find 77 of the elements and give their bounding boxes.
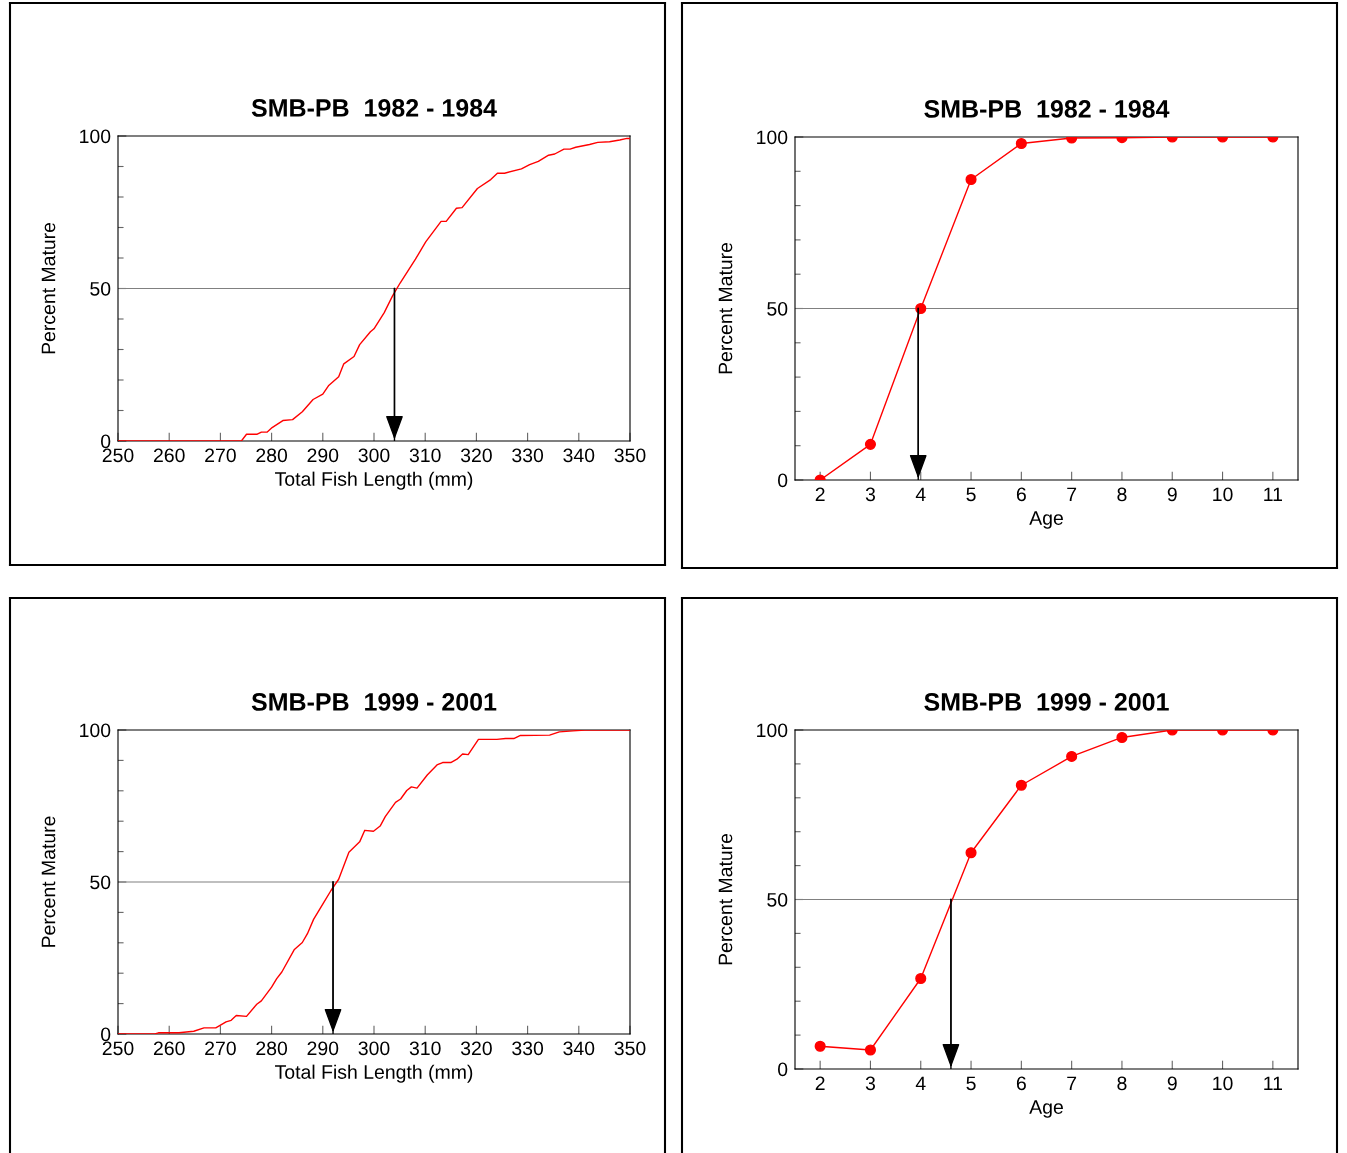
x-tick-label: 310 [409, 448, 441, 463]
y-tick-label: 0 [101, 1027, 111, 1042]
x-tick-label: 290 [307, 448, 339, 463]
x-tick-label: 6 [1016, 487, 1026, 502]
x-tick-label: 9 [1167, 1076, 1177, 1091]
x-tick-label: 250 [102, 448, 134, 463]
chart-title: SMB-PB 1999 - 2001 [924, 693, 1169, 711]
x-tick-label: 2 [815, 487, 825, 502]
point [965, 847, 977, 859]
y-tick-label: 0 [778, 473, 788, 488]
x-tick-label: 5 [966, 487, 976, 502]
chart-title: SMB-PB 1982 - 1984 [251, 99, 497, 117]
x-tick-label: 260 [153, 448, 185, 463]
y-tick-label: 50 [90, 281, 111, 296]
x-tick-label: 340 [563, 1041, 595, 1056]
y-tick-label: 50 [767, 301, 788, 316]
x-tick-label: 310 [409, 1041, 441, 1056]
point [915, 972, 927, 985]
x-tick-label: 8 [1117, 487, 1127, 502]
x-tick-label: 320 [460, 448, 492, 463]
point [1116, 731, 1128, 744]
y-tick-label: 100 [757, 130, 788, 145]
x-tick-label: 10 [1213, 1076, 1233, 1091]
line-series [118, 730, 630, 1034]
x-tick-label: 11 [1264, 1076, 1282, 1091]
x-tick-label: 4 [915, 487, 926, 502]
x-axis-title: Age [1029, 1100, 1063, 1118]
x-tick-label: 260 [153, 1041, 185, 1056]
y-tick-label: 100 [80, 129, 111, 144]
x-tick-label: 280 [256, 448, 288, 463]
x-axis-title: Age [1029, 511, 1063, 529]
x-tick-label: 6 [1016, 1076, 1026, 1091]
x-tick-label: 320 [460, 1041, 492, 1056]
x-tick-label: 3 [865, 1076, 875, 1091]
x-tick-label: 270 [205, 1041, 236, 1056]
y-tick-label: 100 [80, 723, 111, 738]
x-tick-label: 8 [1117, 1076, 1127, 1091]
x-tick-label: 10 [1213, 487, 1233, 502]
point [864, 1044, 877, 1056]
x-tick-label: 3 [865, 487, 875, 502]
x-tick-label: 290 [307, 1041, 339, 1056]
x-axis-title: Total Fish Length (mm) [275, 1064, 473, 1083]
point [864, 438, 877, 450]
line-series [118, 137, 630, 441]
x-tick-label: 9 [1167, 487, 1177, 502]
x-tick-label: 11 [1264, 487, 1282, 502]
point [814, 1040, 826, 1052]
chart-title: SMB-PB 1982 - 1984 [924, 100, 1170, 118]
y-tick-label: 50 [90, 875, 111, 890]
chart-title: SMB-PB 1999 - 2001 [251, 693, 497, 711]
x-tick-label: 2 [815, 1076, 825, 1091]
y-axis-title: Percent Mature [41, 222, 56, 354]
y-axis-title: Percent Mature [718, 242, 733, 374]
x-tick-label: 330 [512, 448, 544, 463]
point [1066, 750, 1078, 762]
x-tick-label: 300 [358, 448, 390, 463]
x-tick-label: 5 [966, 1076, 976, 1091]
x-tick-label: 4 [915, 1076, 926, 1091]
y-tick-label: 0 [101, 434, 111, 449]
y-axis-title: Percent Mature [718, 833, 733, 965]
x-tick-label: 250 [102, 1041, 134, 1056]
x-tick-label: 7 [1067, 1076, 1077, 1091]
point [915, 302, 927, 315]
x-tick-label: 350 [614, 1041, 646, 1056]
x-tick-label: 330 [512, 1041, 544, 1056]
x-tick-label: 340 [563, 448, 595, 463]
x-axis-title: Total Fish Length (mm) [275, 471, 473, 490]
x-tick-label: 7 [1067, 487, 1077, 502]
point [1015, 779, 1027, 791]
y-tick-label: 0 [778, 1062, 788, 1077]
y-tick-label: 100 [757, 723, 788, 738]
x-tick-label: 300 [358, 1041, 390, 1056]
y-tick-label: 50 [767, 892, 788, 907]
x-tick-label: 280 [256, 1041, 288, 1056]
x-tick-label: 270 [205, 448, 236, 463]
x-tick-label: 350 [614, 448, 646, 463]
y-axis-title: Percent Mature [41, 816, 56, 947]
